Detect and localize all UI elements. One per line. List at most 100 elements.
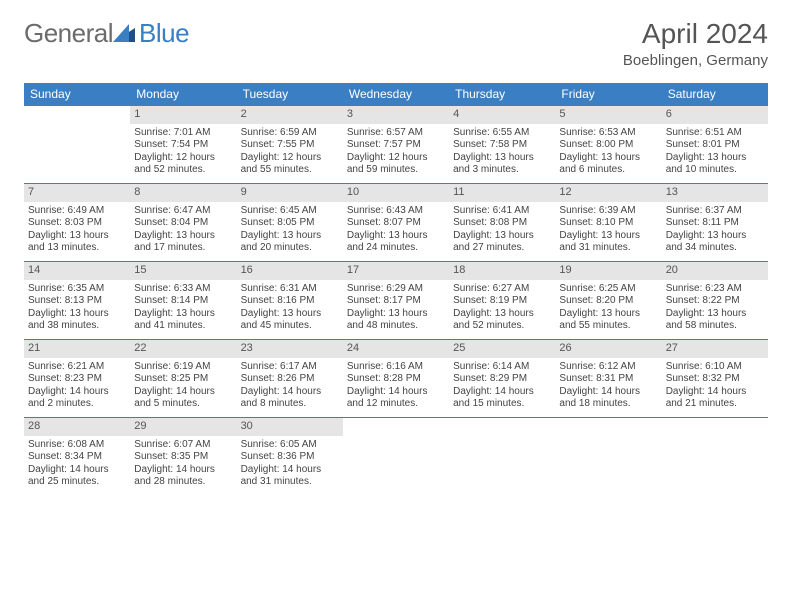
daylight-line: Daylight: 14 hours (559, 386, 657, 399)
day-details: Sunrise: 6:53 AMSunset: 8:00 PMDaylight:… (559, 127, 657, 177)
day-number: 29 (130, 418, 236, 436)
daylight-line: and 31 minutes. (241, 476, 339, 489)
daylight-line: Daylight: 13 hours (666, 230, 764, 243)
daylight-line: and 38 minutes. (28, 320, 126, 333)
sunset-line: Sunset: 8:36 PM (241, 451, 339, 464)
day-details: Sunrise: 6:55 AMSunset: 7:58 PMDaylight:… (453, 127, 551, 177)
sunset-line: Sunset: 8:01 PM (666, 139, 764, 152)
daylight-line: and 15 minutes. (453, 398, 551, 411)
daylight-line: Daylight: 12 hours (134, 152, 232, 165)
sunset-line: Sunset: 7:55 PM (241, 139, 339, 152)
sunset-line: Sunset: 8:04 PM (134, 217, 232, 230)
day-details: Sunrise: 6:47 AMSunset: 8:04 PMDaylight:… (134, 205, 232, 255)
weekday-header: Saturday (662, 83, 768, 106)
day-details: Sunrise: 6:49 AMSunset: 8:03 PMDaylight:… (28, 205, 126, 255)
daylight-line: and 55 minutes. (241, 164, 339, 177)
day-details: Sunrise: 6:05 AMSunset: 8:36 PMDaylight:… (241, 439, 339, 489)
day-number: 19 (555, 262, 661, 280)
day-number: 11 (449, 184, 555, 202)
daylight-line: and 58 minutes. (666, 320, 764, 333)
daylight-line: and 59 minutes. (347, 164, 445, 177)
daylight-line: and 24 minutes. (347, 242, 445, 255)
weekday-header: Monday (130, 83, 236, 106)
day-number: 5 (555, 106, 661, 124)
daylight-line: Daylight: 13 hours (28, 230, 126, 243)
day-number: 20 (662, 262, 768, 280)
sunrise-line: Sunrise: 6:08 AM (28, 439, 126, 452)
day-number: 28 (24, 418, 130, 436)
daylight-line: and 48 minutes. (347, 320, 445, 333)
daylight-line: Daylight: 13 hours (453, 230, 551, 243)
sunrise-line: Sunrise: 6:39 AM (559, 205, 657, 218)
sunset-line: Sunset: 8:16 PM (241, 295, 339, 308)
day-number: 16 (237, 262, 343, 280)
daylight-line: Daylight: 14 hours (453, 386, 551, 399)
day-details: Sunrise: 6:31 AMSunset: 8:16 PMDaylight:… (241, 283, 339, 333)
sunset-line: Sunset: 8:31 PM (559, 373, 657, 386)
calendar-day-cell: 25Sunrise: 6:14 AMSunset: 8:29 PMDayligh… (449, 340, 555, 418)
calendar-day-cell: 18Sunrise: 6:27 AMSunset: 8:19 PMDayligh… (449, 262, 555, 340)
sunrise-line: Sunrise: 6:23 AM (666, 283, 764, 296)
sunrise-line: Sunrise: 6:53 AM (559, 127, 657, 140)
day-number: 10 (343, 184, 449, 202)
daylight-line: and 3 minutes. (453, 164, 551, 177)
sunset-line: Sunset: 8:28 PM (347, 373, 445, 386)
daylight-line: and 12 minutes. (347, 398, 445, 411)
day-details: Sunrise: 6:21 AMSunset: 8:23 PMDaylight:… (28, 361, 126, 411)
sunset-line: Sunset: 8:13 PM (28, 295, 126, 308)
calendar-day-cell: 29 Sunrise: 6:07 AMSunset: 8:35 PMDayligh… (130, 418, 236, 496)
day-details: Sunrise: 6:27 AMSunset: 8:19 PMDaylight:… (453, 283, 551, 333)
day-number: 26 (555, 340, 661, 358)
sunset-line: Sunset: 8:29 PM (453, 373, 551, 386)
day-number: 17 (343, 262, 449, 280)
sunrise-line: Sunrise: 6:05 AM (241, 439, 339, 452)
weekday-header: Friday (555, 83, 661, 106)
sunset-line: Sunset: 8:05 PM (241, 217, 339, 230)
day-number: 30 (237, 418, 343, 436)
day-number: 2 (237, 106, 343, 124)
day-details: Sunrise: 6:33 AMSunset: 8:14 PMDaylight:… (134, 283, 232, 333)
calendar-week-row: 1Sunrise: 7:01 AMSunset: 7:54 PMDaylight… (24, 106, 768, 184)
calendar-day-cell: 4Sunrise: 6:55 AMSunset: 7:58 PMDaylight… (449, 106, 555, 184)
day-number: 14 (24, 262, 130, 280)
day-number: 21 (24, 340, 130, 358)
sunrise-line: Sunrise: 6:27 AM (453, 283, 551, 296)
daylight-line: and 21 minutes. (666, 398, 764, 411)
sunrise-line: Sunrise: 6:43 AM (347, 205, 445, 218)
calendar-day-cell (343, 418, 449, 496)
daylight-line: and 20 minutes. (241, 242, 339, 255)
day-number: 23 (237, 340, 343, 358)
sunrise-line: Sunrise: 6:17 AM (241, 361, 339, 374)
calendar-day-cell: 3Sunrise: 6:57 AMSunset: 7:57 PMDaylight… (343, 106, 449, 184)
day-details: Sunrise: 6:35 AMSunset: 8:13 PMDaylight:… (28, 283, 126, 333)
daylight-line: Daylight: 13 hours (347, 308, 445, 321)
location-subtitle: Boeblingen, Germany (623, 52, 768, 69)
day-details: Sunrise: 6:23 AMSunset: 8:22 PMDaylight:… (666, 283, 764, 333)
daylight-line: and 13 minutes. (28, 242, 126, 255)
calendar-day-cell: 17 Sunrise: 6:29 AMSunset: 8:17 PMDayligh… (343, 262, 449, 340)
sunset-line: Sunset: 7:57 PM (347, 139, 445, 152)
calendar-day-cell (24, 106, 130, 184)
calendar-week-row: 28Sunrise: 6:08 AMSunset: 8:34 PMDayligh… (24, 418, 768, 496)
calendar-day-cell: 21 Sunrise: 6:21 AMSunset: 8:23 PMDayligh… (24, 340, 130, 418)
daylight-line: Daylight: 14 hours (28, 386, 126, 399)
weekday-header: Thursday (449, 83, 555, 106)
brand-logo: General Blue (24, 18, 189, 49)
day-number: 6 (662, 106, 768, 124)
daylight-line: Daylight: 14 hours (134, 386, 232, 399)
sunrise-line: Sunrise: 6:16 AM (347, 361, 445, 374)
day-details: Sunrise: 6:07 AMSunset: 8:35 PMDaylight:… (134, 439, 232, 489)
day-details: Sunrise: 6:17 AMSunset: 8:26 PMDaylight:… (241, 361, 339, 411)
sunset-line: Sunset: 8:17 PM (347, 295, 445, 308)
logo-icon (113, 18, 135, 49)
calendar-day-cell: 8Sunrise: 6:47 AMSunset: 8:04 PMDaylight… (130, 184, 236, 262)
calendar-day-cell: 28Sunrise: 6:08 AMSunset: 8:34 PMDayligh… (24, 418, 130, 496)
weekday-header: Wednesday (343, 83, 449, 106)
sunrise-line: Sunrise: 6:19 AM (134, 361, 232, 374)
daylight-line: and 28 minutes. (134, 476, 232, 489)
daylight-line: Daylight: 14 hours (28, 464, 126, 477)
day-details: Sunrise: 6:43 AMSunset: 8:07 PMDaylight:… (347, 205, 445, 255)
sunset-line: Sunset: 8:25 PM (134, 373, 232, 386)
daylight-line: Daylight: 13 hours (134, 230, 232, 243)
day-details: Sunrise: 6:29 AMSunset: 8:17 PMDaylight:… (347, 283, 445, 333)
